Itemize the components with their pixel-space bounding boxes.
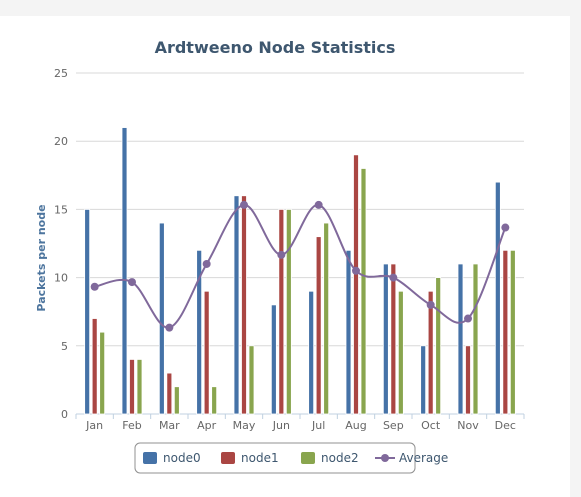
bar-node1-Jan[interactable] [91,318,98,415]
average-point-Apr[interactable] [202,259,211,268]
legend-item-node2[interactable]: node2 [301,451,359,465]
average-point-Nov[interactable] [464,314,472,323]
legend-swatch [221,452,235,464]
legend-label: node2 [321,451,359,465]
x-tick-label: Aug [345,419,366,432]
legend-marker [381,454,389,462]
legend-item-Average[interactable]: Average [375,451,448,465]
bar-node2-Jun[interactable] [285,208,292,415]
bar-node1-May[interactable] [241,195,247,415]
bar-node2-May[interactable] [248,345,255,415]
legend-swatch [301,452,315,464]
x-tick-label: Dec [495,419,516,432]
bar-node1-Sep[interactable] [390,263,397,415]
bar-node0-Nov[interactable] [457,263,464,415]
average-line [94,203,507,329]
x-tick-label: Apr [197,419,217,432]
bar-node2-Mar[interactable] [173,386,180,415]
bar-node2-Apr[interactable] [211,386,218,415]
bar-node0-Sep[interactable] [382,263,389,415]
bar-node2-Jul[interactable] [323,222,330,415]
bar-node1-Oct[interactable] [427,290,434,415]
average-point-Jul[interactable] [314,200,323,209]
y-tick-label: 20 [54,135,68,148]
bar-node0-Jul[interactable] [308,290,315,415]
bar-node2-Jan[interactable] [99,331,106,415]
average-point-Oct[interactable] [426,300,435,309]
legend-box [134,442,416,474]
average-point-Dec[interactable] [501,223,510,232]
bar-node1-Jul[interactable] [315,236,322,415]
bar-node2-Oct[interactable] [435,277,442,415]
average-point-May[interactable] [240,200,248,209]
y-axis-label: Packets per node [35,204,48,311]
x-tick-label: Nov [457,419,479,432]
x-tick-label: Mar [159,419,180,432]
average-point-Feb[interactable] [128,278,136,287]
bar-node2-Aug[interactable] [360,168,367,415]
legend-swatch [143,452,157,464]
x-tick-label: Jan [85,419,103,432]
legend-label: node1 [241,451,279,465]
bar-node2-Sep[interactable] [397,290,404,415]
x-tick-label: Feb [122,419,141,432]
x-tick-label: Jun [272,419,290,432]
bar-node2-Dec[interactable] [509,249,516,415]
bar-node0-May[interactable] [233,195,240,415]
x-tick-label: Sep [383,419,404,432]
average-point-Sep[interactable] [389,273,398,282]
average-point-Aug[interactable] [352,266,360,275]
bar-node1-Jun[interactable] [278,208,285,415]
bar-node0-Mar[interactable] [158,222,165,415]
bar-node0-Aug[interactable] [345,249,352,415]
chart-card: Ardtweeno Node Statistics Packets per no… [0,16,570,497]
bar-node0-Jan[interactable] [84,208,91,415]
y-tick-label: 10 [54,272,68,285]
bar-node1-Apr[interactable] [203,290,210,415]
bar-node1-Mar[interactable] [166,372,173,415]
bar-node1-Nov[interactable] [465,345,471,415]
bar-node1-Dec[interactable] [502,249,509,415]
bar-node0-Jun[interactable] [270,304,277,415]
average-point-Jan[interactable] [90,282,99,291]
bar-node0-Feb[interactable] [121,127,128,415]
bar-node1-Feb[interactable] [129,359,135,415]
y-tick-label: 15 [54,203,68,216]
bar-node1-Aug[interactable] [353,154,359,415]
x-tick-label: Oct [421,419,441,432]
x-tick-label: Jul [311,419,325,432]
bar-node2-Nov[interactable] [472,263,479,415]
average-point-Mar[interactable] [165,323,174,332]
legend-label: Average [399,451,448,465]
x-tick-label: May [233,419,256,432]
bar-node2-Feb[interactable] [136,359,143,415]
bar-node0-Apr[interactable] [196,249,203,415]
average-point-Jun[interactable] [277,250,286,259]
y-tick-label: 5 [61,340,68,353]
bar-node0-Oct[interactable] [420,345,427,415]
legend-item-node1[interactable]: node1 [221,451,279,465]
y-tick-label: 25 [54,67,68,80]
legend-label: node0 [163,451,201,465]
chart-title: Ardtweeno Node Statistics [155,38,396,57]
legend: node0 node1 node2 Average [134,442,448,474]
chart: Ardtweeno Node Statistics Packets per no… [35,38,525,474]
y-tick-label: 0 [61,408,68,421]
bar-node0-Dec[interactable] [494,181,501,415]
legend-item-node0[interactable]: node0 [143,451,201,465]
